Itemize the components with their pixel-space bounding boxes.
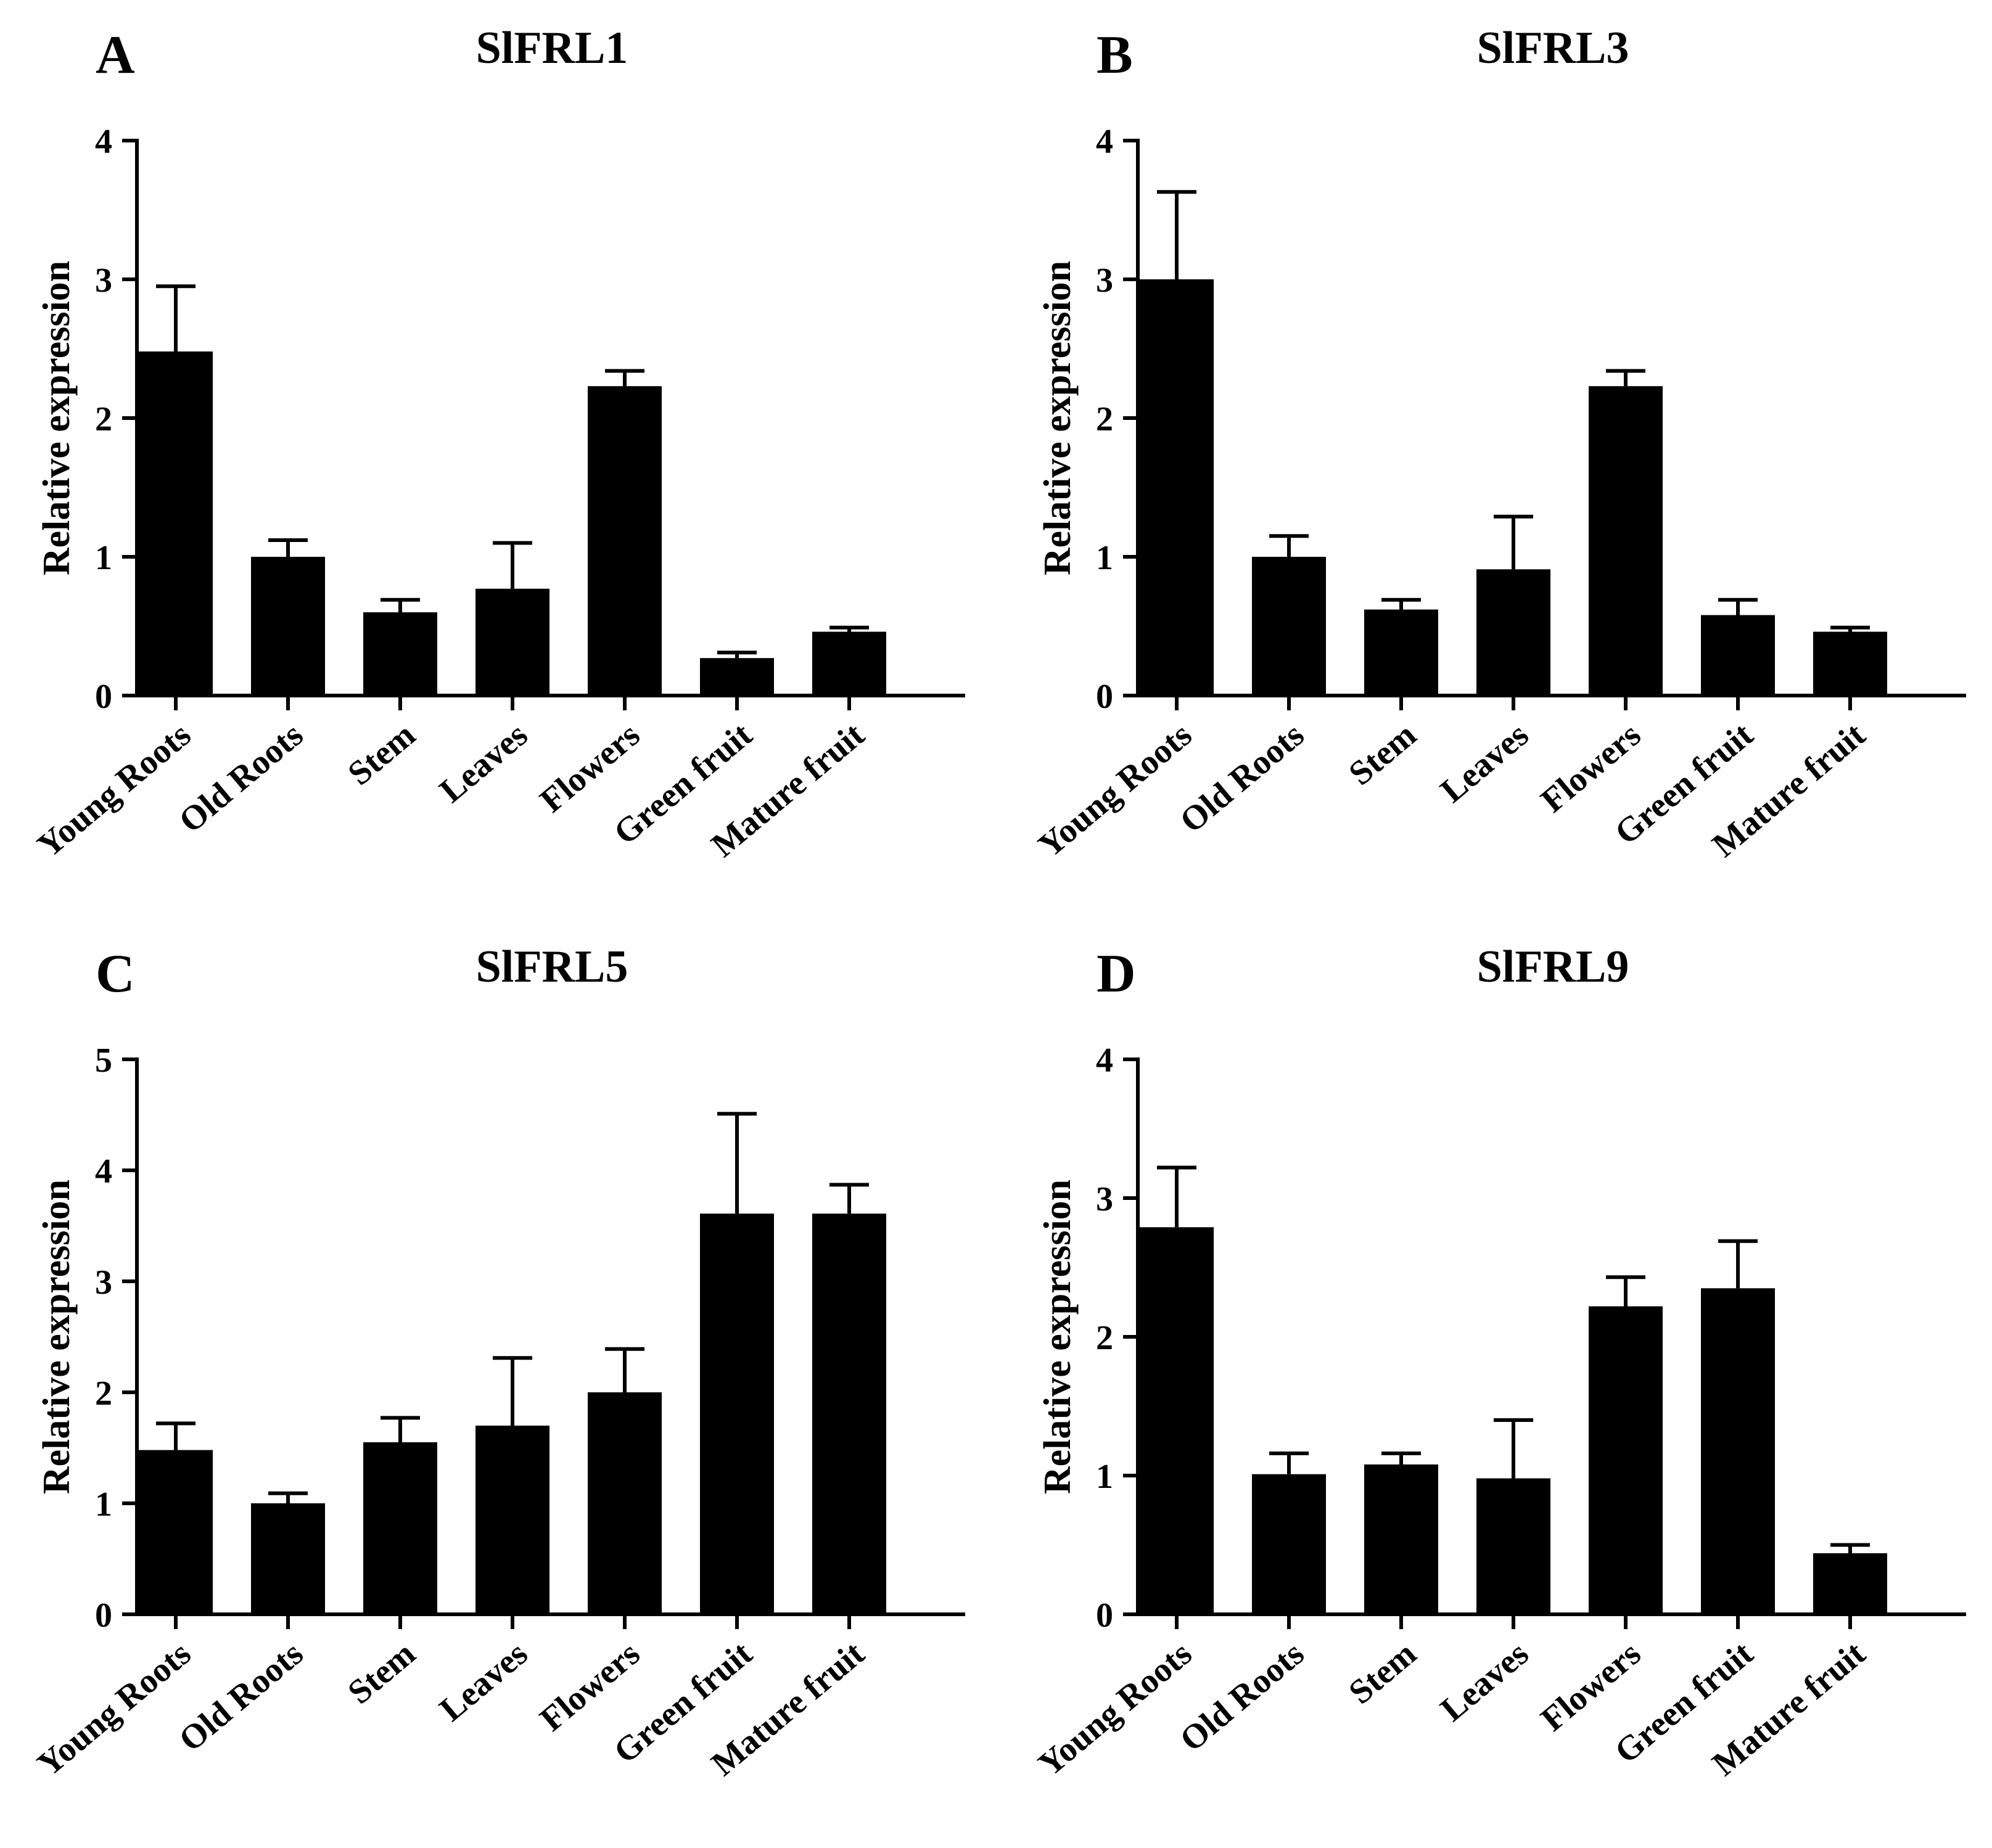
bar <box>475 588 549 696</box>
x-tick-label: Stem <box>1342 1634 1424 1711</box>
panel-letter: D <box>1097 944 1136 1004</box>
y-tick-label: 1 <box>95 539 112 577</box>
chart-panel-b: B SlFRL3 Relative expression 0 1 2 3 4 Young Roo… <box>1031 23 1966 865</box>
x-tick-label: Stem <box>1342 715 1424 792</box>
x-tick-label: Old Roots <box>1173 715 1312 840</box>
chart-panel-a: A SlFRL1 Relative expression 0 1 2 3 4 Young Roo… <box>30 23 965 865</box>
bar <box>1140 1227 1214 1614</box>
bar <box>363 612 437 696</box>
y-axis-label: Relative expression <box>36 1180 78 1494</box>
y-axis-label: Relative expression <box>1037 1180 1079 1494</box>
chart-title: SlFRL9 <box>1477 942 1629 992</box>
y-tick-label: 0 <box>95 678 112 716</box>
bar <box>1364 609 1438 696</box>
chart-panel-d: D SlFRL9 Relative expression 0 1 2 3 4 Young Roo… <box>1031 942 1966 1784</box>
y-tick-label: 1 <box>1096 539 1113 577</box>
chart-title: SlFRL1 <box>476 23 628 73</box>
bar <box>700 658 774 696</box>
y-tick-label: 3 <box>95 261 112 300</box>
y-tick-label: 2 <box>1096 1319 1113 1357</box>
x-tick-label: Old Roots <box>172 1634 311 1759</box>
x-tick-label: Leaves <box>1433 1634 1536 1728</box>
bar <box>812 631 886 696</box>
bar <box>1252 1474 1326 1614</box>
bar <box>139 351 213 696</box>
y-tick-label: 0 <box>1096 678 1113 716</box>
bar <box>1140 279 1214 696</box>
y-axis-label: Relative expression <box>36 261 78 575</box>
bar <box>251 1503 325 1614</box>
y-tick-label: 1 <box>1096 1458 1113 1496</box>
x-tick-label: Young Roots <box>30 1634 198 1784</box>
bar <box>1589 386 1663 696</box>
x-tick-label: Young Roots <box>30 715 198 865</box>
bar <box>1813 631 1887 696</box>
panel-letter: B <box>1097 25 1133 85</box>
x-tick-label: Young Roots <box>1031 1634 1199 1784</box>
x-tick-label: Leaves <box>1433 715 1536 810</box>
y-tick-label: 2 <box>95 1374 112 1413</box>
bar <box>1476 569 1550 696</box>
x-tick-label: Old Roots <box>1173 1634 1312 1759</box>
panel-letter: C <box>96 944 135 1004</box>
y-tick-label: 3 <box>95 1263 112 1302</box>
bar <box>1364 1464 1438 1614</box>
y-tick-label: 4 <box>1096 1041 1113 1080</box>
bar <box>588 1392 662 1614</box>
bar <box>1476 1478 1550 1614</box>
y-tick-label: 0 <box>1096 1596 1113 1635</box>
bar <box>1701 615 1775 696</box>
y-axis-label: Relative expression <box>1037 261 1079 575</box>
y-tick-label: 5 <box>95 1041 112 1080</box>
y-tick-label: 3 <box>1096 261 1113 300</box>
x-tick-label: Young Roots <box>1031 715 1199 865</box>
bar <box>251 557 325 696</box>
chart-title: SlFRL3 <box>1477 23 1629 73</box>
bar <box>139 1450 213 1614</box>
bar <box>363 1442 437 1614</box>
x-tick-label: Old Roots <box>172 715 311 840</box>
y-tick-label: 4 <box>95 123 112 161</box>
y-tick-label: 4 <box>1096 123 1113 161</box>
bar <box>1589 1306 1663 1614</box>
x-tick-label: Stem <box>341 1634 423 1711</box>
bar <box>588 386 662 696</box>
y-tick-label: 2 <box>95 400 112 438</box>
bar <box>1813 1553 1887 1614</box>
bar <box>1252 557 1326 696</box>
y-tick-label: 3 <box>1096 1180 1113 1218</box>
y-tick-label: 1 <box>95 1485 112 1524</box>
y-tick-label: 2 <box>1096 400 1113 438</box>
bar <box>700 1214 774 1614</box>
y-tick-label: 4 <box>95 1152 112 1191</box>
x-tick-label: Leaves <box>432 1634 535 1728</box>
bar <box>1701 1288 1775 1614</box>
x-tick-label: Leaves <box>432 715 535 810</box>
bar <box>475 1426 549 1614</box>
bar <box>812 1214 886 1614</box>
panel-letter: A <box>96 25 135 85</box>
y-tick-label: 0 <box>95 1596 112 1635</box>
chart-title: SlFRL5 <box>476 942 628 992</box>
chart-panel-c: C SlFRL5 Relative expression 0 1 2 3 4 5 Young Ro… <box>30 942 965 1784</box>
x-tick-label: Stem <box>341 715 423 792</box>
